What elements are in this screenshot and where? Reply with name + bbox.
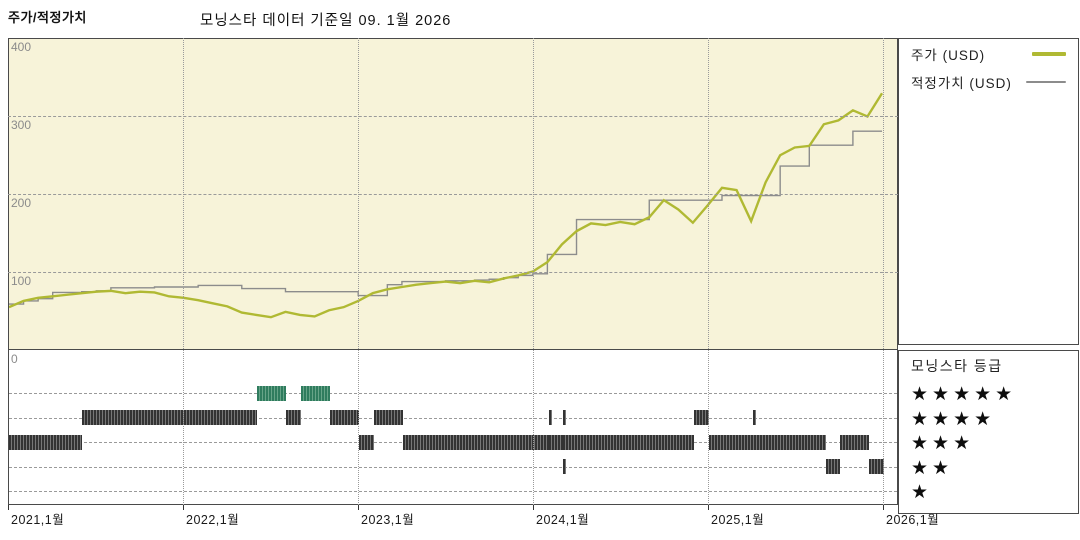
x-axis-tick [8, 505, 9, 510]
fairvalue-line-swatch [1026, 81, 1066, 83]
year-gridline [358, 38, 359, 505]
fairvalue-legend-label: 적정가치 (USD) [911, 76, 1012, 91]
rating-legend-1star: ★ [911, 482, 933, 503]
rating-timeline-area [8, 350, 898, 505]
rating-bar-5star [300, 385, 330, 401]
rating-bar-2star [825, 459, 841, 474]
value-gridline [8, 116, 898, 117]
rating-bar-4star [563, 410, 567, 425]
price-line-swatch [1032, 52, 1066, 56]
x-axis-tick [883, 505, 884, 510]
value-gridline [8, 194, 898, 195]
chart-title: 주가/적정가치 [8, 10, 87, 25]
price-line [9, 92, 884, 319]
rating-bar-4star [548, 410, 552, 425]
year-gridline [883, 38, 884, 505]
y-axis-label: 200 [11, 196, 32, 210]
rating-row-gridline [9, 417, 897, 419]
rating-bar-3star [563, 434, 695, 450]
rating-bar-4star [81, 410, 257, 425]
x-axis-label: 2021,1월 [11, 513, 65, 527]
price-legend-label: 주가 (USD) [911, 48, 986, 63]
rating-bar-4star [286, 410, 301, 425]
rating-bar-3star [402, 434, 549, 450]
x-axis-tick [533, 505, 534, 510]
y-axis-label: 0 [11, 352, 18, 366]
x-axis-tick [708, 505, 709, 510]
rating-bar-2star [563, 459, 567, 474]
legend-panel: 주가 (USD) 적정가치 (USD) [898, 38, 1079, 345]
x-axis-label: 2025,1월 [711, 513, 765, 527]
x-axis-tick [183, 505, 184, 510]
rating-legend-3star: ★★★ [911, 433, 975, 454]
rating-row-gridline [9, 393, 897, 394]
x-axis-label: 2022,1월 [186, 513, 240, 527]
rating-bar-4star [752, 410, 756, 425]
rating-bar-3star [9, 434, 82, 450]
x-axis-tick [358, 505, 359, 510]
x-axis-label: 2024,1월 [536, 513, 590, 527]
fair-value-line [9, 130, 883, 305]
rating-bar-4star [373, 410, 403, 425]
rating-legend-5star: ★★★★★ [911, 384, 1017, 405]
rating-bar-3star [709, 434, 826, 450]
price-legend-item: 주가 (USD) [899, 39, 1078, 67]
rating-row-gridline [9, 491, 897, 492]
year-gridline [533, 38, 534, 505]
rating-bar-3star [548, 434, 564, 450]
rating-row-gridline [9, 466, 897, 468]
year-gridline [708, 38, 709, 505]
y-axis-label: 400 [11, 40, 32, 54]
rating-bar-2star [869, 459, 884, 474]
rating-bar-4star [694, 410, 709, 425]
price-chart-svg [9, 92, 884, 319]
rating-bar-3star [359, 434, 374, 450]
rating-bar-4star [329, 410, 359, 425]
y-axis-label: 100 [11, 274, 32, 288]
rating-bar-3star [840, 434, 870, 450]
fairvalue-legend-item: 적정가치 (USD) [899, 67, 1078, 95]
year-gridline [183, 38, 184, 505]
y-axis-label: 300 [11, 118, 32, 132]
chart-subtitle: 모닝스타 데이터 기준일 09. 1월 2026 [200, 13, 452, 29]
rating-legend-4star: ★★★★ [911, 408, 996, 430]
rating-legend-title: 모닝스타 등급 [911, 358, 1003, 374]
x-axis-label: 2023,1월 [361, 513, 415, 527]
value-gridline [8, 272, 898, 273]
x-axis-label: 2026,1월 [886, 513, 940, 527]
rating-legend-2star: ★★ [911, 457, 954, 479]
rating-legend-panel: 모닝스타 등급 ★★★★★ ★★★★ ★★★ ★★ ★ [898, 350, 1079, 514]
rating-bar-5star [256, 385, 287, 401]
